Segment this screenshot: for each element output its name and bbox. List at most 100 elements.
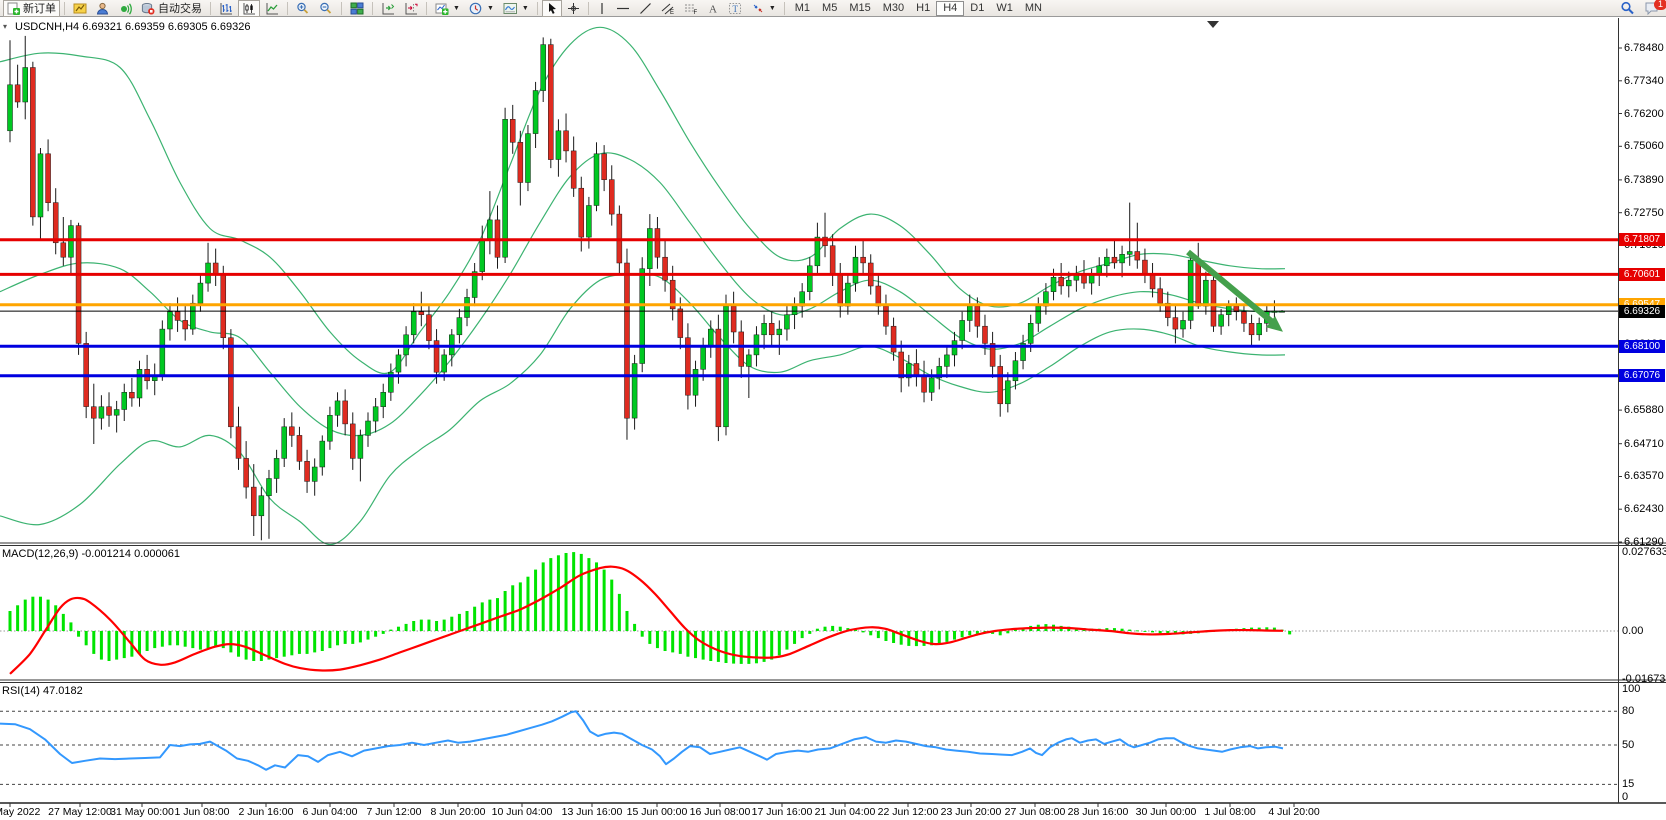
svg-text:T: T: [732, 4, 738, 14]
rsi-label: RSI(14) 47.0182: [2, 685, 83, 697]
periods-button[interactable]: ▼: [465, 0, 498, 17]
signals-icon: [121, 2, 132, 15]
new-order-icon: [7, 2, 20, 15]
channel-icon: E: [661, 3, 674, 15]
svg-text:A: A: [709, 3, 717, 15]
timeframe-M5[interactable]: M5: [822, 1, 838, 14]
time-axis-label: 16 Jun 08:00: [689, 806, 751, 818]
macd-histogram: [8, 552, 1292, 664]
time-axis-label: 1 Jun 08:00: [174, 806, 230, 818]
new-chart-icon: [73, 3, 87, 13]
toolbar-separator: [426, 1, 427, 15]
crosshair-tool-button[interactable]: [563, 0, 584, 17]
candlestick-chart-button[interactable]: [238, 0, 260, 17]
line-chart-button[interactable]: [261, 0, 283, 17]
zoom-out-button[interactable]: [315, 0, 337, 17]
time-axis-label: 28 Jun 16:00: [1067, 806, 1129, 818]
search-button[interactable]: [1616, 0, 1639, 17]
current-price-badge: 6.69326: [1619, 304, 1665, 318]
zoom-in-icon: [297, 2, 309, 14]
auto-trading-button[interactable]: 自动交易: [137, 0, 206, 17]
search-icon: [1621, 1, 1634, 15]
chart-title: USDCNH,H4 6.69321 6.69359 6.69305 6.6932…: [15, 21, 251, 33]
price-tick-label: 6.65880: [1624, 404, 1664, 417]
vertical-line-tool[interactable]: [593, 0, 611, 17]
rsi-scale-label: 15: [1622, 778, 1635, 791]
horizontal-line-tool[interactable]: [612, 0, 634, 17]
time-axis-label: 4 Jul 20:00: [1268, 806, 1320, 818]
support-resistance-lines: [0, 238, 1618, 378]
text-label-tool[interactable]: T: [724, 0, 746, 17]
cursor-tool-button[interactable]: [541, 0, 562, 17]
equidistant-channel-tool[interactable]: E: [657, 0, 679, 17]
templates-button[interactable]: ▼: [499, 0, 533, 17]
auto-scroll-icon: [382, 2, 395, 14]
macd-label: MACD(12,26,9) -0.001214 0.000061: [2, 548, 180, 560]
toolbar-separator: [783, 1, 785, 15]
cursor-icon: [548, 2, 556, 14]
time-axis-label: 8 Jun 20:00: [430, 806, 486, 818]
timeframe-D1[interactable]: D1: [970, 1, 985, 14]
trend-arrow[interactable]: [1186, 249, 1283, 332]
text-icon: A: [709, 3, 717, 15]
horizontal-line-icon: [616, 7, 629, 9]
zoom-in-button[interactable]: [292, 0, 314, 17]
time-axis-label: 17 Jun 16:00: [751, 806, 813, 818]
time-axis-label: 2 Jun 16:00: [238, 806, 294, 818]
toolbar-separator: [587, 1, 589, 15]
price-tick-label: 6.77340: [1624, 74, 1664, 87]
time-axis-label: 21 Jun 04:00: [814, 806, 876, 818]
notifications-button[interactable]: 1: [1640, 0, 1666, 17]
periods-dropdown-caret[interactable]: ▼: [486, 4, 494, 12]
text-label-icon: T: [728, 2, 741, 14]
rsi-pane: [0, 710, 1618, 785]
auto-scroll-button[interactable]: [377, 0, 399, 17]
time-axis-label: 6 Jun 04:00: [302, 806, 358, 818]
arrows-tool[interactable]: ▼: [747, 0, 780, 17]
toolbar: 新订单 自动交易: [0, 0, 1666, 17]
timeframe-M30[interactable]: M30: [882, 1, 905, 14]
timeframe-H4[interactable]: H4: [936, 0, 965, 16]
timeframe-M15[interactable]: M15: [849, 1, 871, 14]
rsi-scale-label: 100: [1622, 682, 1641, 695]
toolbar-separator: [287, 1, 288, 15]
tile-windows-button[interactable]: [346, 0, 368, 17]
trendline-tool[interactable]: [635, 0, 656, 17]
signals-button[interactable]: [114, 0, 136, 17]
price-tick-label: 6.78480: [1624, 42, 1664, 54]
time-axis-label: 22 Jun 12:00: [877, 806, 939, 818]
toolbar-separator: [64, 1, 65, 15]
auto-trading-label: 自动交易: [158, 3, 202, 15]
toolbar-separator: [341, 1, 342, 15]
macd-scale-label: 0.027633: [1622, 546, 1666, 559]
time-axis-label: 10 Jun 04:00: [491, 806, 553, 818]
new-order-label: 新订单: [23, 3, 56, 15]
text-tool[interactable]: A: [703, 0, 723, 17]
periods-clock-icon: [469, 2, 482, 14]
timeframe-W1[interactable]: W1: [996, 1, 1013, 14]
timeframe-H1[interactable]: H1: [916, 1, 931, 14]
chart-collapse-icon[interactable]: ▾: [3, 22, 8, 31]
macd-scale-label: 0.00: [1622, 625, 1644, 637]
price-tick-label: 6.73890: [1624, 173, 1664, 186]
new-order-button[interactable]: 新订单: [3, 0, 60, 17]
fibonacci-tool[interactable]: F: [680, 0, 702, 17]
time-axis-label: 15 Jun 00:00: [626, 806, 688, 818]
notification-count-badge: 1: [1654, 0, 1666, 10]
timeframe-M1[interactable]: M1: [794, 1, 811, 14]
candlestick-chart-icon: [243, 2, 255, 14]
timeframe-MN[interactable]: MN: [1024, 1, 1042, 14]
profiles-button[interactable]: [92, 0, 113, 17]
indicators-dropdown-caret[interactable]: ▼: [453, 4, 460, 12]
arrows-dropdown-caret[interactable]: ▼: [768, 4, 776, 12]
vertical-line-icon: [601, 2, 603, 14]
indicators-button[interactable]: ▼: [431, 0, 464, 17]
new-chart-button[interactable]: [69, 0, 91, 17]
chart-shift-button[interactable]: [400, 0, 422, 17]
bar-chart-button[interactable]: [215, 0, 237, 17]
templates-dropdown-caret[interactable]: ▼: [521, 4, 529, 12]
price-line-badge: 6.67076: [1619, 369, 1665, 383]
crosshair-icon: [567, 2, 579, 14]
